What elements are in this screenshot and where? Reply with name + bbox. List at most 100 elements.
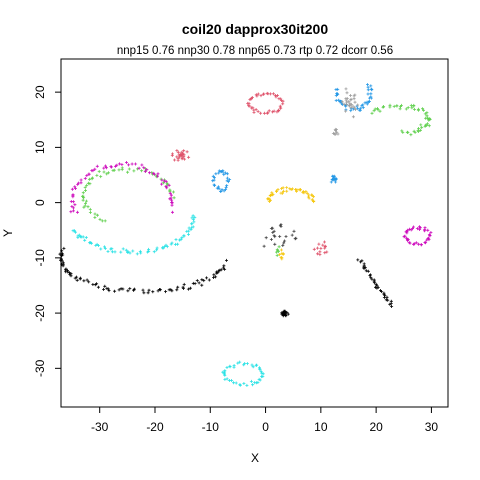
data-point: [409, 228, 413, 232]
data-point: [232, 365, 236, 369]
data-point: [376, 108, 380, 112]
data-point: [222, 173, 226, 177]
data-point: [95, 282, 99, 286]
data-point: [407, 241, 411, 245]
data-point: [281, 244, 285, 247]
data-point: [407, 227, 411, 231]
data-point: [78, 276, 82, 280]
data-point: [88, 211, 92, 214]
data-point: [147, 288, 151, 292]
data-point: [200, 283, 204, 287]
data-point: [403, 234, 407, 238]
data-point: [277, 109, 281, 113]
data-point: [175, 149, 179, 153]
data-point: [278, 235, 282, 238]
data-point: [307, 193, 311, 197]
data-point: [61, 253, 65, 257]
data-point: [353, 100, 357, 104]
data-point: [384, 298, 388, 302]
data-point: [225, 176, 229, 180]
data-point: [182, 234, 186, 238]
data-point: [146, 291, 150, 295]
data-point: [417, 127, 421, 130]
data-point: [87, 280, 91, 284]
data-point: [406, 131, 410, 134]
data-point: [197, 281, 201, 285]
y-tick-label: 0: [33, 199, 47, 206]
data-point: [361, 106, 365, 110]
data-point: [182, 149, 186, 153]
data-point: [103, 245, 106, 249]
data-point: [187, 155, 191, 159]
data-point: [278, 253, 282, 257]
data-point: [164, 180, 168, 183]
data-point: [81, 198, 85, 202]
data-point: [372, 279, 376, 283]
data-point: [169, 288, 173, 292]
data-point: [413, 107, 416, 111]
data-point: [128, 251, 132, 255]
x-tick-label: 20: [369, 420, 383, 434]
data-point: [217, 171, 221, 175]
data-point: [323, 246, 327, 250]
data-point: [134, 162, 138, 166]
data-point: [282, 241, 286, 245]
data-point: [236, 361, 240, 365]
data-point: [105, 172, 109, 176]
data-point: [69, 274, 73, 278]
data-point: [171, 210, 174, 214]
data-point: [370, 88, 374, 92]
data-point: [352, 106, 356, 110]
data-point: [323, 240, 326, 244]
data-point: [73, 185, 77, 189]
x-axis: -30 -20 -10 0 10 20 30: [91, 406, 439, 434]
data-point: [261, 372, 265, 376]
data-point: [224, 186, 228, 189]
data-point: [307, 196, 311, 200]
data-point: [232, 381, 236, 385]
data-point: [104, 164, 107, 168]
data-point: [76, 210, 79, 214]
data-point: [176, 150, 180, 154]
data-point: [259, 111, 263, 115]
data-point: [192, 220, 196, 224]
data-point: [174, 238, 178, 242]
data-point: [283, 310, 287, 314]
data-point: [286, 312, 290, 316]
data-point: [418, 228, 422, 231]
data-point: [70, 187, 74, 191]
data-point: [75, 278, 79, 282]
data-point: [113, 289, 117, 293]
data-point: [69, 200, 73, 203]
data-point: [120, 166, 124, 170]
data-point: [84, 236, 88, 239]
data-point: [168, 188, 172, 192]
data-point: [285, 186, 289, 190]
data-point: [412, 225, 415, 229]
data-point: [225, 377, 229, 381]
data-point: [279, 191, 283, 195]
data-point: [250, 363, 254, 367]
data-point: [279, 248, 283, 252]
data-point: [269, 238, 273, 241]
data-point: [87, 172, 91, 176]
data-point: [398, 107, 402, 111]
data-point: [348, 102, 352, 105]
y-tick-label: -10: [33, 249, 47, 267]
x-tick-label: 30: [425, 420, 439, 434]
data-point: [181, 285, 185, 289]
data-point: [352, 97, 356, 101]
data-point: [363, 101, 367, 105]
data-point: [359, 260, 363, 264]
data-point: [217, 187, 221, 191]
data-point: [117, 162, 121, 166]
data-point: [222, 264, 226, 268]
data-point: [362, 267, 366, 270]
data-point: [97, 170, 101, 173]
x-tick-label: 10: [314, 420, 328, 434]
data-point: [318, 253, 322, 257]
data-point: [93, 216, 97, 219]
data-point: [187, 226, 191, 230]
data-point: [423, 241, 427, 244]
data-point: [172, 190, 175, 194]
